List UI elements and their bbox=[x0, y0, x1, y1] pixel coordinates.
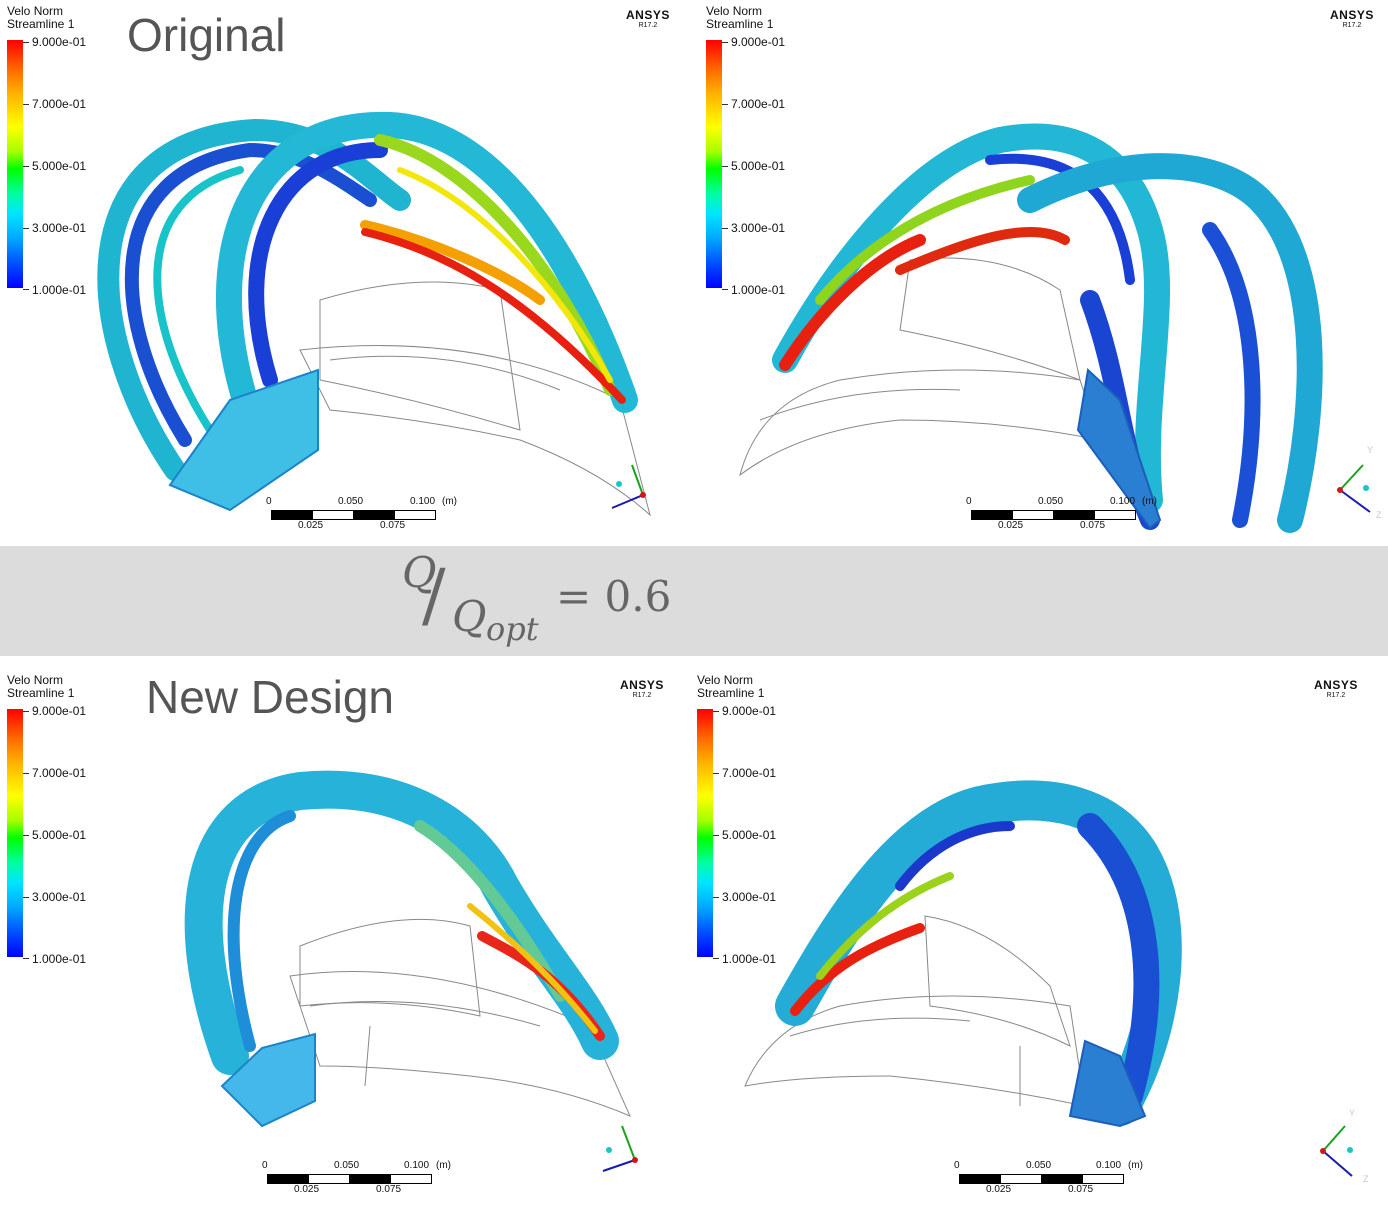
legend-tick: 9.000e-01 bbox=[731, 35, 786, 49]
formula-slash: / bbox=[422, 554, 446, 636]
axis-triad bbox=[602, 1125, 638, 1172]
streamline-plot: Y Z bbox=[744, 780, 1369, 1184]
streamline-plot bbox=[97, 111, 651, 517]
legend-tick: 1.000e-01 bbox=[731, 283, 786, 297]
legend-tick: 5.000e-01 bbox=[32, 159, 87, 173]
formula-numerator: Q bbox=[402, 548, 437, 597]
legend-tick: 5.000e-01 bbox=[731, 159, 786, 173]
scale-bar: 0 0.050 0.100 (m) 0.025 0.075 bbox=[262, 1160, 451, 1195]
ansys-logo: ANSYS R17.2 bbox=[1330, 8, 1374, 29]
legend-tick: 7.000e-01 bbox=[731, 97, 786, 111]
scale-bar: 0 0.050 0.100 (m) 0.025 0.075 bbox=[966, 496, 1157, 531]
divider-band bbox=[0, 546, 1388, 656]
color-bar bbox=[697, 709, 713, 957]
ansys-logo: ANSYS R17.2 bbox=[620, 678, 664, 699]
ansys-logo: ANSYS R17.2 bbox=[1314, 678, 1358, 699]
flow-ratio-formula: Q / Q opt = 0.6 bbox=[398, 548, 698, 648]
outlet-block bbox=[1076, 367, 1162, 530]
legend-title: Velo Norm Streamline 1 bbox=[697, 673, 765, 700]
legend-tick: 3.000e-01 bbox=[32, 890, 87, 904]
legend-tick: 3.000e-01 bbox=[32, 221, 87, 235]
panel-heading: Original bbox=[127, 9, 286, 61]
legend-title: Velo Norm Streamline 1 bbox=[7, 4, 75, 31]
streamline-plot: Y Z bbox=[739, 123, 1382, 533]
legend-tick: 3.000e-01 bbox=[722, 890, 777, 904]
panel-original-left: Velo Norm Streamline 1 9.000e-01 7.000e-0… bbox=[0, 0, 700, 546]
legend-tick: 7.000e-01 bbox=[32, 766, 87, 780]
legend-tick: 7.000e-01 bbox=[32, 97, 87, 111]
legend-tick: 9.000e-01 bbox=[722, 704, 777, 718]
scale-bar: 0 0.050 0.100 (m) 0.025 0.075 bbox=[954, 1160, 1143, 1195]
panel-original-right: Velo Norm Streamline 1 9.000e-01 7.000e-0… bbox=[700, 0, 1388, 546]
inlet-block bbox=[220, 1032, 316, 1128]
scale-bar: 0 0.050 0.100 (m) 0.025 0.075 bbox=[266, 496, 457, 531]
legend-tick: 7.000e-01 bbox=[722, 766, 777, 780]
y-axis-label: Y bbox=[1367, 445, 1373, 455]
streamline-plot bbox=[184, 770, 638, 1172]
legend-title: Velo Norm Streamline 1 bbox=[706, 4, 774, 31]
legend-title: Velo Norm Streamline 1 bbox=[7, 673, 75, 700]
panel-heading: New Design bbox=[146, 671, 394, 723]
legend-tick: 1.000e-01 bbox=[32, 952, 87, 966]
y-axis-label: Y bbox=[1349, 1108, 1355, 1118]
panel-new-design-right: Velo Norm Streamline 1 9.000e-01 7.000e-0… bbox=[690, 656, 1388, 1210]
z-axis-label: Z bbox=[1376, 510, 1382, 520]
axis-triad bbox=[611, 464, 646, 509]
formula-subscript: opt bbox=[486, 610, 539, 648]
inlet-block bbox=[168, 368, 319, 512]
legend-tick: 9.000e-01 bbox=[32, 704, 87, 718]
legend-tick: 1.000e-01 bbox=[32, 283, 87, 297]
color-bar bbox=[706, 40, 722, 288]
ansys-logo: ANSYS R17.2 bbox=[626, 8, 670, 29]
color-bar bbox=[7, 709, 23, 957]
axis-triad: Y Z bbox=[1337, 445, 1382, 520]
panel-new-design-left: Velo Norm Streamline 1 9.000e-01 7.000e-0… bbox=[0, 656, 690, 1210]
legend-tick: 9.000e-01 bbox=[32, 35, 87, 49]
legend-tick: 5.000e-01 bbox=[722, 828, 777, 842]
color-bar bbox=[7, 40, 23, 288]
axis-triad: Y Z bbox=[1320, 1108, 1369, 1184]
z-axis-label: Z bbox=[1363, 1174, 1369, 1184]
legend-tick: 1.000e-01 bbox=[722, 952, 777, 966]
outlet-block bbox=[1068, 1039, 1147, 1128]
legend-tick: 5.000e-01 bbox=[32, 828, 87, 842]
formula-denominator: Q bbox=[452, 592, 487, 641]
legend-tick: 3.000e-01 bbox=[731, 221, 786, 235]
formula-result: = 0.6 bbox=[556, 572, 672, 621]
